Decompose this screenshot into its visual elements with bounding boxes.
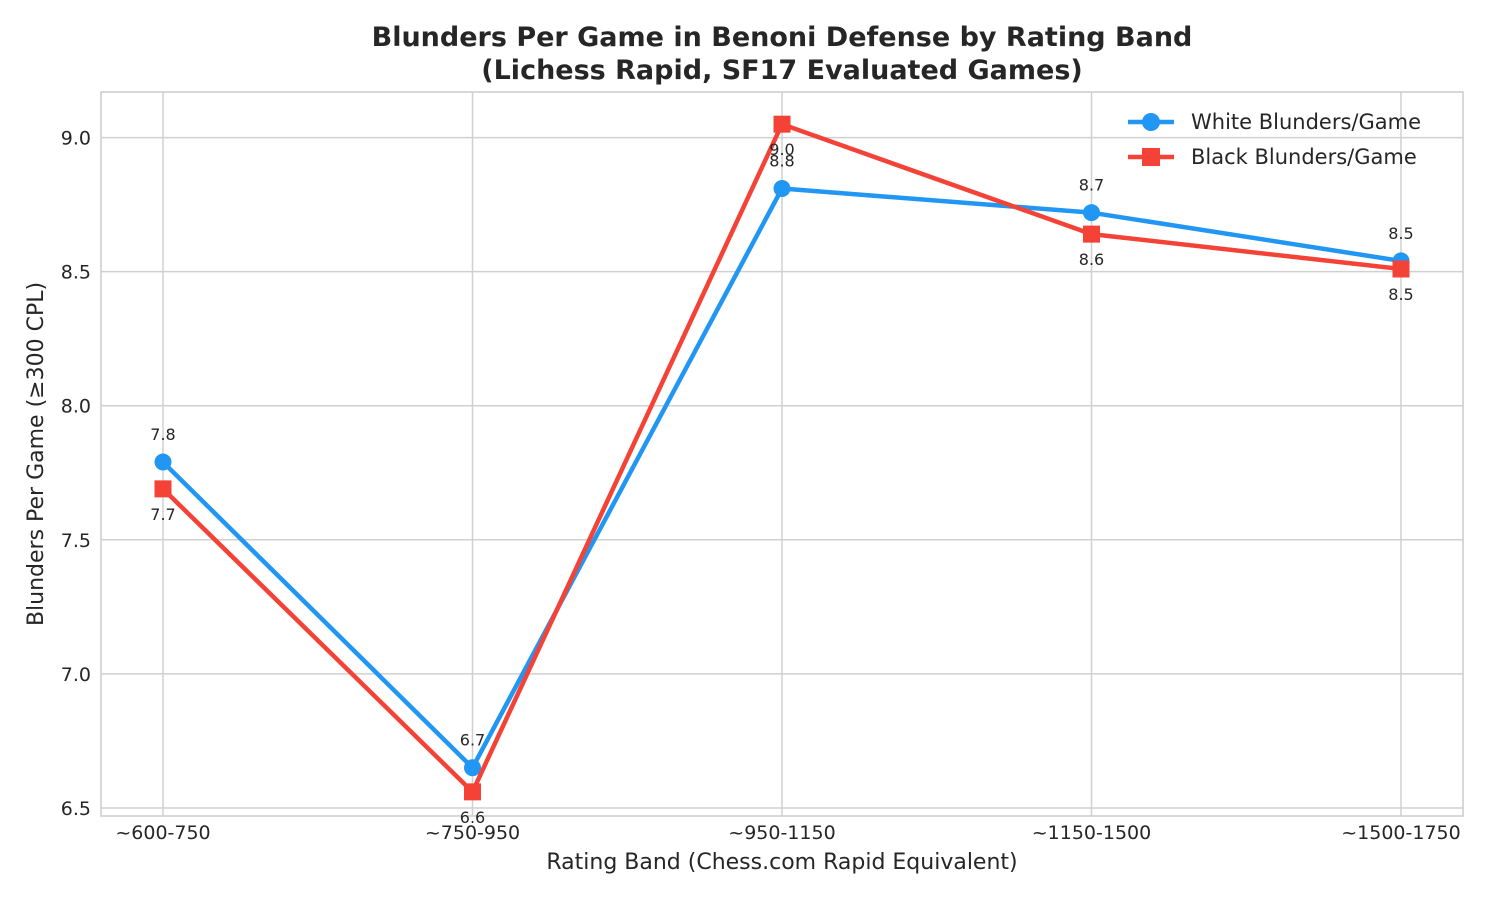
- legend-marker-white: [1142, 113, 1160, 131]
- chart-title: Blunders Per Game in Benoni Defense by R…: [372, 22, 1193, 53]
- data-point-white: [1083, 204, 1100, 222]
- legend: White Blunders/Game Black Blunders/Game: [1128, 110, 1421, 169]
- data-point-black: [154, 480, 172, 498]
- legend-label-black: Black Blunders/Game: [1191, 145, 1417, 169]
- data-label-white: 7.8: [150, 425, 175, 444]
- y-tick-label: 7.5: [61, 530, 91, 552]
- y-tick-label: 9.0: [61, 128, 91, 150]
- y-tick-label: 6.5: [61, 798, 91, 820]
- x-tick-label: ~750-950: [425, 822, 520, 844]
- data-point-black: [464, 783, 481, 801]
- data-point-white: [154, 453, 172, 471]
- data-label-black: 8.5: [1388, 285, 1413, 304]
- legend-entry-black: Black Blunders/Game: [1128, 145, 1417, 169]
- x-tick-label: ~950-1150: [728, 822, 835, 844]
- data-label-white: 8.8: [769, 152, 794, 171]
- y-tick-label: 7.0: [61, 664, 91, 686]
- legend-entry-white: White Blunders/Game: [1128, 110, 1421, 134]
- data-point-black: [1392, 260, 1410, 278]
- x-tick-label: ~600-750: [115, 822, 210, 844]
- data-label-black: 9.0: [769, 140, 794, 159]
- legend-marker-black: [1142, 148, 1160, 166]
- x-tick-label: ~1500-1750: [1341, 822, 1460, 844]
- data-labels: 7.8 6.7 8.8 8.7 8.5 7.7 6.6 9.0 8.6 8.5: [150, 140, 1413, 827]
- tick-labels: 6.5 7.0 7.5 8.0 8.5 9.0 ~600-750 ~750-950 ~950-1…: [61, 128, 1461, 844]
- data-label-black: 7.7: [150, 505, 175, 524]
- plot-frame: [100, 91, 1464, 817]
- chart-subtitle: (Lichess Rapid, SF17 Evaluated Games): [481, 55, 1082, 86]
- legend-label-white: White Blunders/Game: [1191, 110, 1421, 134]
- data-label-black: 6.6: [460, 808, 485, 827]
- data-label-white: 6.7: [460, 731, 485, 750]
- y-tick-label: 8.0: [61, 396, 91, 418]
- y-tick-label: 8.5: [61, 262, 91, 284]
- data-point-black: [1083, 225, 1100, 243]
- data-point-black: [773, 115, 791, 133]
- x-axis-label: Rating Band (Chess.com Rapid Equivalent): [546, 850, 1017, 875]
- data-point-white: [773, 180, 791, 198]
- x-tick-label: ~1150-1500: [1032, 822, 1151, 844]
- data-label-white: 8.5: [1388, 224, 1413, 243]
- data-point-white: [464, 759, 481, 777]
- series-layer: [154, 115, 1410, 801]
- y-axis-label: Blunders Per Game (≥300 CPL): [24, 282, 49, 626]
- data-label-white: 8.7: [1079, 176, 1104, 195]
- data-label-black: 8.6: [1079, 250, 1104, 269]
- grid: [101, 92, 1463, 816]
